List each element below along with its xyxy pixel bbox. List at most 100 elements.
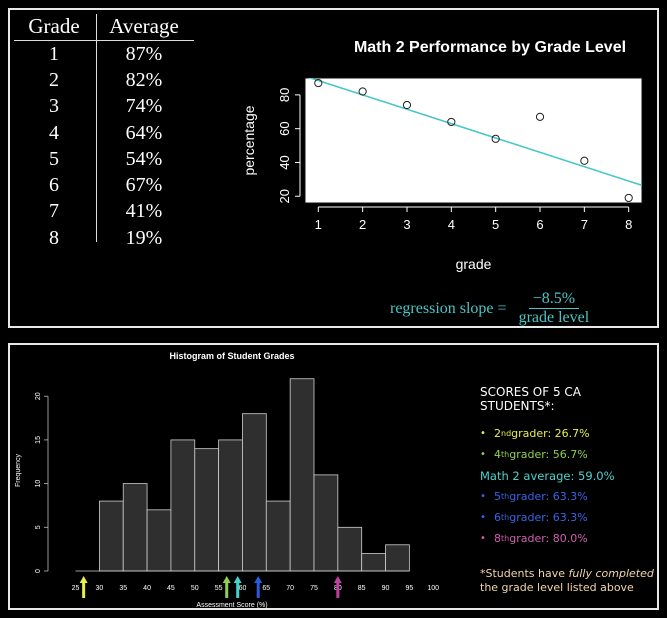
cell-average: 82%: [125, 68, 163, 91]
cell-average: 87%: [125, 42, 163, 65]
cell-average: 41%: [125, 200, 163, 223]
table-row: 1 87%: [14, 41, 194, 67]
table-row: 5 54%: [14, 146, 194, 172]
bullet-icon: •: [480, 512, 486, 523]
hist-y-tick-label: 5: [35, 525, 42, 529]
histogram-bar: [313, 474, 339, 572]
score-grade: 5: [494, 490, 501, 503]
table-body: 1 87% 2 82% 3 74% 4 64% 5 54% 6 67% 7 41% 8 19%: [14, 41, 194, 251]
table-row: 4 64%: [14, 120, 194, 146]
score-grade: 6: [494, 511, 501, 524]
regression-label: regression slope =: [390, 299, 507, 317]
data-point: [402, 100, 412, 110]
bullet-icon: •: [480, 449, 486, 460]
footnote-prefix: *Students have: [480, 567, 569, 580]
data-point: [358, 87, 367, 96]
score-marker-head: [233, 576, 242, 583]
table-row: 2 82%: [14, 67, 194, 93]
top-panel: Grade Average 1 87% 2 82% 3 74% 4 64% 5 54% 6 67% 7 4…: [8, 8, 659, 328]
data-point: [447, 117, 456, 127]
hist-x-tick-label: 90: [382, 585, 390, 592]
hist-y-tick-label: 10: [35, 480, 42, 488]
hist-x-tick-label: 25: [72, 585, 80, 592]
hist-x-tick-label: 45: [167, 585, 175, 592]
grade-table: Grade Average 1 87% 2 82% 3 74% 4 64% 5 54% 6 67% 7 4…: [14, 12, 194, 251]
bottom-panel: Histogram of Student Grades 0 5 10 15 20 Frequ…: [8, 343, 659, 610]
cell-grade: 2: [49, 68, 59, 91]
cell-average: 54%: [125, 147, 163, 170]
hist-x-tick-label: 55: [215, 585, 223, 592]
histogram-bar: [361, 553, 386, 572]
bullet-icon: •: [480, 533, 486, 544]
cell-grade: 7: [49, 200, 59, 223]
x-tick-label: 4: [448, 217, 455, 232]
x-tick-label: 7: [581, 217, 588, 232]
table-row: 7 41%: [14, 199, 194, 225]
chart-title: Math 2 Performance by Grade Level: [354, 39, 626, 56]
histogram-bar: [337, 526, 363, 572]
regression-annotation: regression slope = −8.5% grade level: [390, 290, 593, 327]
score-grade: 8: [494, 532, 501, 545]
hist-y-tick-label: 20: [35, 392, 42, 400]
header-grade: Grade: [28, 13, 80, 38]
histogram-bar: [218, 439, 243, 572]
histogram-bar: [194, 448, 220, 572]
scores-footnote: *Students have fully completed the grade…: [480, 567, 658, 595]
score-grade: 2: [494, 427, 501, 440]
cell-grade: 6: [49, 174, 59, 197]
table-row: 6 67%: [14, 172, 194, 198]
regression-numerator: −8.5%: [528, 290, 580, 309]
y-tick-label: 40: [277, 155, 292, 169]
cell-grade: 4: [49, 121, 59, 144]
cell-grade: 3: [49, 95, 59, 118]
hist-x-tick-label: 95: [405, 585, 413, 592]
hist-x-tick-label: 85: [358, 585, 366, 592]
hist-x-tick-label: 70: [286, 585, 294, 592]
math-average: Math 2 average: 59.0%: [480, 468, 615, 483]
scores-title: SCORES OF 5 CA STUDENTS*:: [480, 385, 581, 413]
score-marker-head: [333, 576, 342, 583]
score-grade-suffix: th: [501, 492, 510, 501]
cell-average: 19%: [125, 226, 163, 249]
histogram-bar: [289, 378, 315, 572]
x-tick-label: 8: [625, 217, 632, 232]
score-text: grader: 63.3%: [509, 490, 588, 503]
hist-x-tick-label: 75: [310, 585, 318, 592]
x-tick-label: 2: [359, 217, 366, 232]
x-axis-label: grade: [456, 256, 492, 272]
score-grade-suffix: th: [501, 450, 510, 459]
header-average: Average: [109, 13, 179, 38]
y-axis-label: percentage: [241, 105, 257, 175]
hist-y-tick-label: 15: [35, 436, 42, 444]
y-tick-label: 80: [277, 88, 292, 102]
table-row: 8 19%: [14, 225, 194, 251]
histogram-bar: [146, 509, 172, 572]
data-point: [314, 78, 323, 88]
footnote-emphasis: fully completed: [568, 567, 654, 580]
cell-grade: 8: [49, 226, 59, 249]
score-marker-head: [79, 576, 88, 583]
plot-area: [304, 77, 643, 204]
histogram-bar: [385, 544, 410, 572]
cell-grade: 1: [49, 42, 59, 65]
score-grade-suffix: th: [501, 513, 510, 522]
hist-y-tick-label: 0: [35, 569, 42, 573]
score-marker-head: [254, 576, 263, 583]
table-row: 3 74%: [14, 94, 194, 120]
data-point: [624, 193, 633, 203]
footnote-suffix: the grade level listed above: [480, 581, 634, 594]
score-grade-suffix: th: [501, 534, 510, 543]
scatter-chart: Math 2 Performance by Grade Level 20 40 60 8…: [241, 39, 643, 272]
regression-denominator: grade level: [518, 309, 590, 326]
histogram-bar: [170, 439, 196, 572]
regression-fraction: −8.5% grade level: [515, 290, 594, 327]
score-text: grader: 56.7%: [509, 448, 588, 461]
